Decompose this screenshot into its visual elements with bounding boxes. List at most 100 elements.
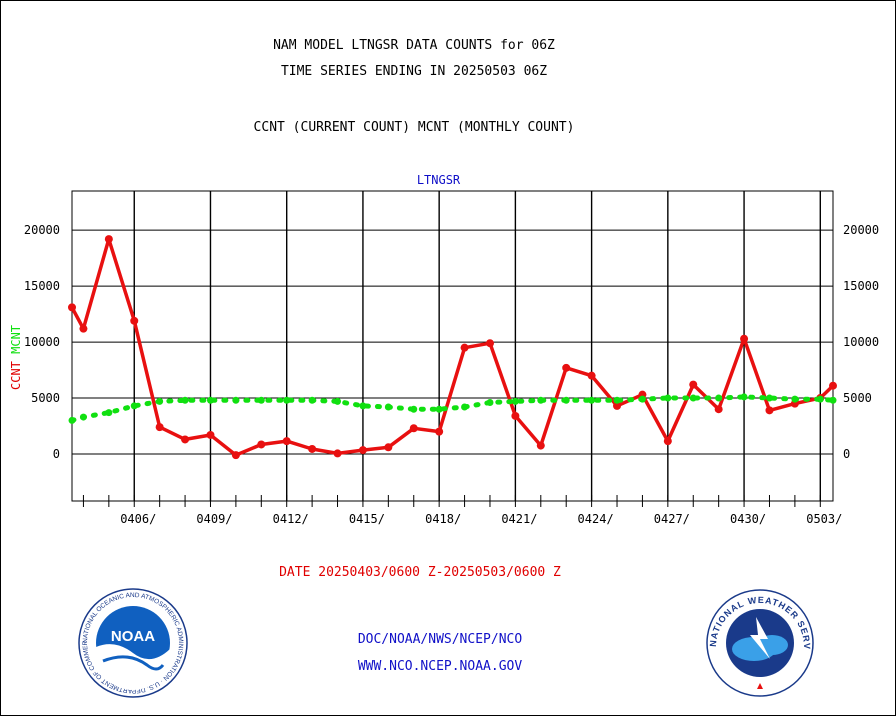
nco-doc-link[interactable]: DOC/NOAA/NWS/NCEP/NCO (357, 632, 523, 647)
ccnt-point (79, 324, 88, 333)
mcnt-point (791, 395, 799, 403)
ccnt-point (409, 424, 418, 433)
y-tick-label-right: 15000 (843, 279, 879, 293)
chart-header-line-1: NAM MODEL LTNGSR DATA COUNTS for 06Z (273, 38, 555, 53)
noaa-logo-text: NOAA (111, 628, 155, 645)
x-tick-label: 0415/ (349, 512, 385, 526)
label-layer: 0 0 5000 5000 10000 10000 15000 15000 20000 20000… (9, 173, 879, 526)
x-tick-label: 0427/ (654, 512, 690, 526)
ccnt-point (257, 440, 266, 449)
ccnt-point (714, 405, 723, 414)
ccnt-point (68, 303, 76, 312)
mcnt-point (206, 396, 214, 404)
nws-logo: NATIONAL WEATHER SERVICE (706, 589, 814, 697)
mcnt-point (283, 396, 291, 404)
mcnt-point (232, 396, 240, 404)
y-tick-label-left: 15000 (24, 279, 60, 293)
ccnt-point (155, 423, 164, 432)
mcnt-point (384, 403, 392, 411)
ccnt-point (511, 411, 520, 420)
y-tick-label-left: 10000 (24, 335, 60, 349)
mcnt-point (435, 405, 443, 413)
mcnt-point (308, 396, 316, 404)
ccnt-point (282, 437, 291, 446)
mcnt-point (130, 402, 138, 410)
x-tick-label: 0418/ (425, 512, 461, 526)
date-range-label: DATE 20250403/0600 Z-20250503/0600 Z (279, 565, 561, 580)
mcnt-point (740, 393, 748, 401)
x-tick-label: 0409/ (196, 512, 232, 526)
y-tick-label-left: 0 (53, 447, 60, 461)
y-axis-label-mcnt: MCNT (9, 325, 23, 354)
ccnt-point (740, 334, 749, 343)
x-tick-label: 0424/ (578, 512, 614, 526)
ccnt-point (104, 235, 113, 244)
axis-layer (71, 190, 834, 507)
x-tick-label: 0412/ (273, 512, 309, 526)
y-tick-label-left: 20000 (24, 223, 60, 237)
x-tick-label: 0503/ (806, 512, 842, 526)
mcnt-point (638, 395, 646, 403)
ccnt-point (384, 443, 393, 452)
mcnt-point (511, 397, 519, 405)
mcnt-point (562, 396, 570, 404)
ccnt-point (206, 430, 215, 439)
ccnt-point (130, 316, 139, 325)
x-tick-label: 0406/ (120, 512, 156, 526)
mcnt-point (613, 396, 621, 404)
ccnt-point (460, 343, 469, 352)
y-tick-label-left: 5000 (31, 391, 60, 405)
mcnt-point (486, 399, 494, 407)
plot-area-border (71, 190, 834, 502)
ccnt-point (333, 449, 342, 458)
ccnt-point (358, 446, 367, 455)
ccnt-point (829, 381, 837, 390)
grid-layer (72, 191, 833, 501)
mcnt-point (461, 403, 469, 411)
nco-website-link[interactable]: WWW.NCO.NCEP.NOAA.GOV (357, 659, 523, 674)
ccnt-point (536, 441, 545, 450)
mcnt-point (715, 394, 723, 402)
y-tick-label-right: 20000 (843, 223, 879, 237)
ccnt-point (181, 435, 190, 444)
mcnt-point (689, 394, 697, 402)
ccnt-point (308, 444, 317, 453)
mcnt-point (359, 402, 367, 410)
mcnt-point (410, 405, 418, 413)
y-axis-label-ccnt: CCNT (9, 354, 23, 390)
chart-header-line-3: CCNT (CURRENT COUNT) MCNT (MONTHLY COUNT… (253, 120, 575, 135)
ccnt-series-line (70, 237, 835, 457)
x-tick-label: 0421/ (501, 512, 537, 526)
mcnt-point (79, 413, 87, 421)
ccnt-point (765, 406, 774, 415)
mcnt-point (829, 396, 837, 404)
chart-header-line-2: TIME SERIES ENDING IN 20250503 06Z (280, 64, 548, 79)
y-tick-label-right: 5000 (843, 391, 872, 405)
mcnt-point (156, 397, 164, 405)
y-axis-label: CCNT MCNT (9, 325, 23, 390)
mcnt-point (664, 394, 672, 402)
series-layer (68, 235, 837, 460)
x-tick-label: 0430/ (730, 512, 766, 526)
mcnt-point (257, 396, 265, 404)
ccnt-point (485, 339, 494, 348)
ccnt-point (562, 363, 571, 372)
ccnt-point (231, 451, 240, 460)
ccnt-point (587, 371, 596, 380)
mcnt-point (765, 394, 773, 402)
chart-title: LTNGSR (417, 173, 461, 187)
mcnt-point (334, 397, 342, 405)
ccnt-point (689, 380, 698, 389)
ccnt-point (663, 437, 672, 446)
y-tick-label-right: 10000 (843, 335, 879, 349)
mcnt-point (537, 396, 545, 404)
mcnt-point (68, 416, 76, 424)
mcnt-series-line (69, 394, 836, 423)
mcnt-point (105, 409, 113, 417)
noaa-logo: NATIONAL OCEANIC AND ATMOSPHERIC ADMINIS… (78, 588, 188, 698)
ccnt-point (435, 427, 444, 436)
mcnt-point (588, 396, 596, 404)
y-tick-label-right: 0 (843, 447, 850, 461)
mcnt-point (181, 396, 189, 404)
